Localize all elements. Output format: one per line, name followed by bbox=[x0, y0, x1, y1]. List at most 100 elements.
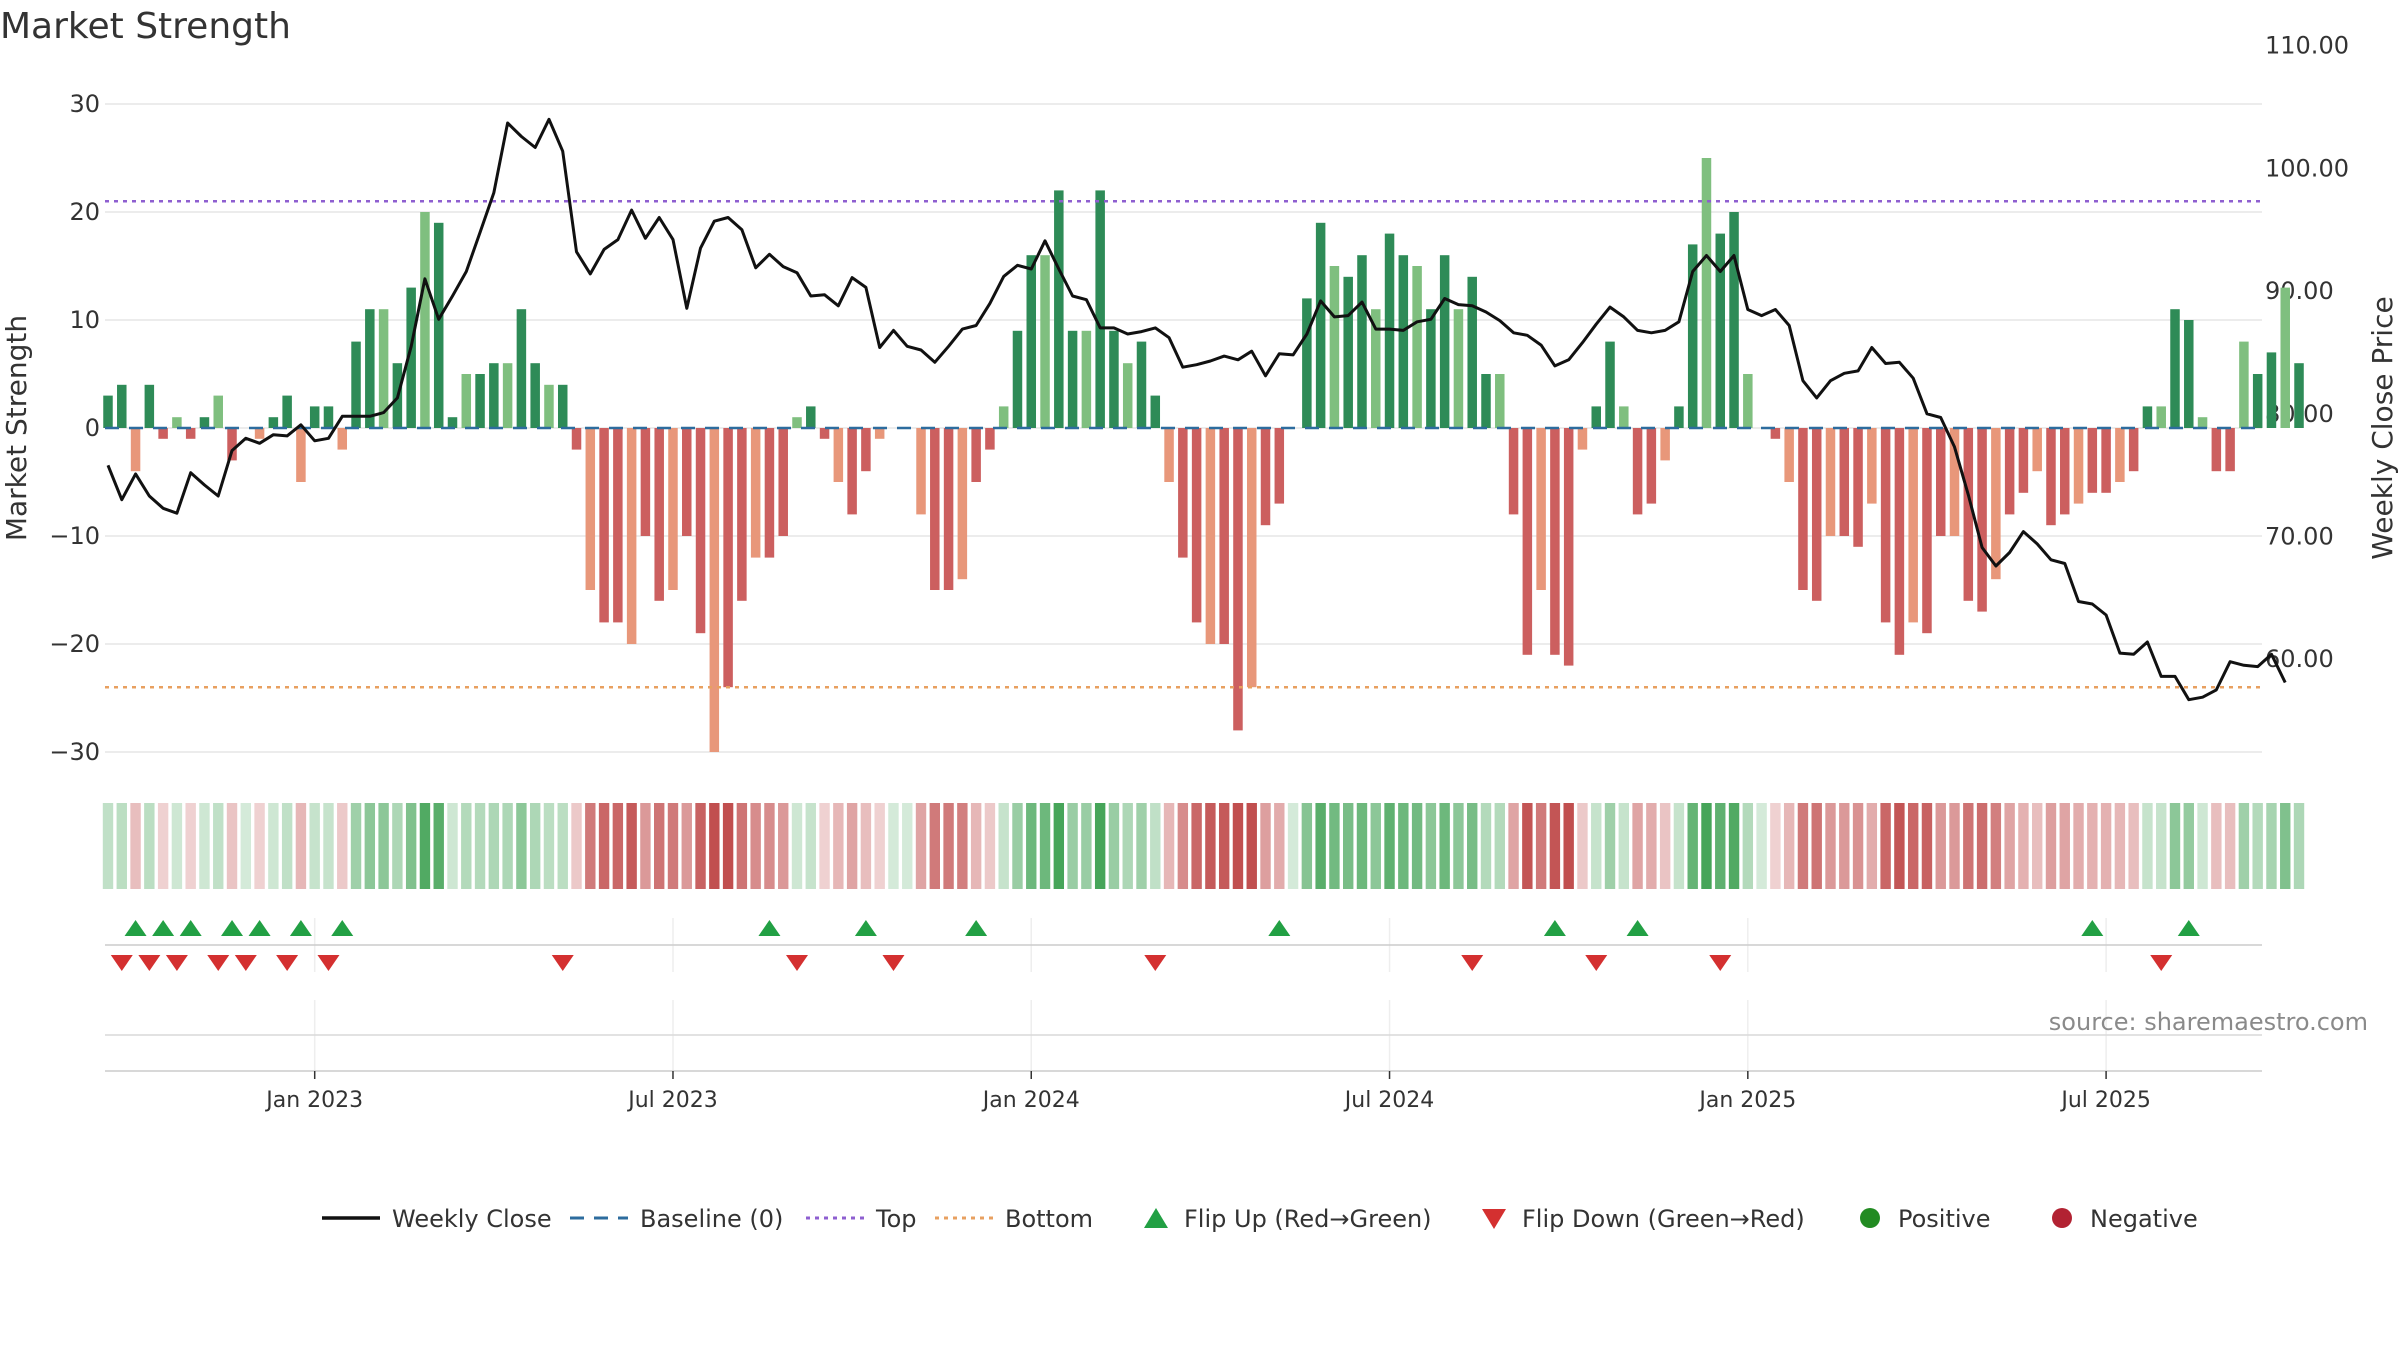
heat-cell bbox=[585, 803, 596, 889]
heat-cell bbox=[364, 803, 376, 889]
heat-cell bbox=[1411, 803, 1423, 889]
flip-down-marker bbox=[2150, 955, 2173, 971]
strength-bar bbox=[1329, 266, 1340, 428]
heat-cell bbox=[405, 803, 417, 889]
strength-bar bbox=[1853, 428, 1863, 547]
strength-bar bbox=[117, 384, 127, 428]
legend-label: Weekly Close bbox=[392, 1205, 552, 1233]
strength-bar bbox=[916, 428, 926, 515]
chart-title: Market Strength bbox=[0, 6, 291, 47]
heat-cell bbox=[1921, 803, 1933, 889]
strength-bar bbox=[1811, 428, 1822, 601]
heat-cell bbox=[1081, 803, 1092, 889]
heat-cell bbox=[1039, 803, 1051, 889]
heat-cell bbox=[1287, 803, 1299, 889]
flip-down-marker bbox=[551, 955, 574, 971]
strength-bar bbox=[861, 428, 871, 472]
heat-cell bbox=[1315, 803, 1326, 889]
strength-bar bbox=[1798, 428, 1808, 590]
strength-bar bbox=[1343, 276, 1353, 428]
strength-bar bbox=[1825, 428, 1836, 536]
strength-bar bbox=[1439, 255, 1450, 428]
flip-up-marker bbox=[221, 920, 244, 936]
x-tick-label: Jul 2025 bbox=[2059, 1088, 2151, 1113]
strength-bar bbox=[695, 428, 706, 634]
heat-cell bbox=[2100, 803, 2112, 889]
heat-cell bbox=[461, 803, 472, 889]
strength-bar bbox=[2046, 428, 2056, 526]
heat-cell bbox=[1425, 803, 1437, 889]
right-tick-label: 90.00 bbox=[2265, 277, 2334, 305]
heat-cell bbox=[915, 803, 927, 889]
heat-cell bbox=[392, 803, 403, 889]
heat-cell bbox=[130, 803, 141, 889]
strength-bar bbox=[158, 428, 168, 439]
strength-bar bbox=[709, 428, 720, 752]
strength-bar bbox=[557, 384, 568, 428]
strength-bar bbox=[1770, 428, 1781, 439]
strength-bar bbox=[544, 384, 554, 428]
heat-cell bbox=[1935, 803, 1946, 889]
right-tick-label: 110.00 bbox=[2265, 32, 2349, 60]
strength-bar bbox=[985, 428, 995, 450]
heat-cell bbox=[984, 803, 996, 889]
strength-bar bbox=[1315, 222, 1326, 428]
strength-bar bbox=[874, 428, 885, 439]
heat-cell bbox=[888, 803, 899, 889]
strength-bar bbox=[1687, 244, 1698, 428]
flip-down-marker bbox=[882, 955, 905, 971]
strength-bar bbox=[103, 395, 113, 428]
heat-cell bbox=[543, 803, 555, 889]
strength-bar bbox=[778, 428, 788, 536]
legend-flip-up-icon bbox=[1144, 1208, 1168, 1228]
heat-cell bbox=[681, 803, 692, 889]
heat-cell bbox=[1894, 803, 1905, 889]
heat-cell bbox=[2197, 803, 2208, 889]
flip-up-marker bbox=[124, 920, 147, 936]
heat-cell bbox=[350, 803, 362, 889]
strength-bar bbox=[723, 428, 733, 688]
heat-cell bbox=[157, 803, 169, 889]
strength-bar bbox=[1398, 255, 1409, 428]
legend-label: Negative bbox=[2090, 1205, 2198, 1233]
heat-cell bbox=[1618, 803, 1629, 889]
flip-up-marker bbox=[179, 920, 202, 936]
heat-cell bbox=[516, 803, 527, 889]
flip-up-marker bbox=[331, 920, 354, 936]
strength-bar bbox=[1233, 428, 1243, 731]
flip-down-marker bbox=[1585, 955, 1608, 971]
flip-up-marker bbox=[152, 920, 175, 936]
strength-bar bbox=[1178, 428, 1188, 558]
strength-bar bbox=[1302, 298, 1312, 428]
strength-bar bbox=[1591, 406, 1601, 428]
strength-bar bbox=[654, 428, 664, 601]
legend-label: Positive bbox=[1898, 1205, 1991, 1233]
strength-bar bbox=[296, 428, 306, 482]
legend-label: Top bbox=[875, 1205, 917, 1233]
strength-bar bbox=[337, 428, 348, 450]
strength-bar bbox=[1384, 233, 1395, 428]
right-tick-label: 70.00 bbox=[2265, 523, 2334, 551]
heat-cell bbox=[1687, 803, 1698, 889]
heat-cell bbox=[598, 803, 610, 889]
strength-bar bbox=[1481, 374, 1491, 428]
heat-cell bbox=[1067, 803, 1078, 889]
left-tick-label: 10 bbox=[69, 306, 100, 334]
strength-bar bbox=[1040, 255, 1050, 428]
heat-cell bbox=[2224, 803, 2236, 889]
strength-bar bbox=[2266, 352, 2277, 428]
strength-bar bbox=[1991, 428, 2001, 580]
heat-cell bbox=[1191, 803, 1202, 889]
strength-bar bbox=[1495, 374, 1505, 428]
flip-up-marker bbox=[289, 920, 312, 936]
heat-cell bbox=[474, 803, 486, 889]
heat-cell bbox=[323, 803, 334, 889]
heat-cell bbox=[2032, 803, 2043, 889]
heat-cell bbox=[1274, 803, 1285, 889]
strength-bar bbox=[1922, 428, 1932, 634]
strength-bar bbox=[682, 428, 692, 536]
heat-cell bbox=[1659, 803, 1671, 889]
heat-cell bbox=[502, 803, 513, 889]
strength-bar bbox=[613, 428, 623, 623]
strength-bar bbox=[2156, 406, 2166, 428]
